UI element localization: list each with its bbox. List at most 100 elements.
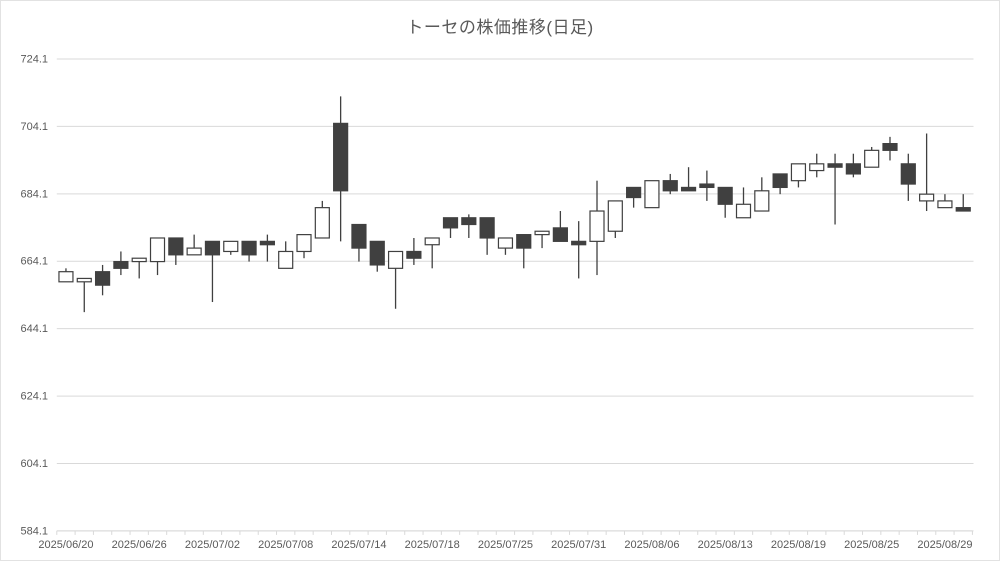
x-tick-label: 2025/08/19 [771, 539, 826, 551]
x-tick-label: 2025/07/14 [331, 539, 386, 551]
candle [479, 217, 495, 255]
candle [351, 223, 367, 262]
candle-body-down [845, 163, 861, 175]
candle [809, 153, 825, 178]
candle [607, 200, 623, 238]
candle [497, 237, 514, 255]
candle [94, 264, 111, 296]
y-tick-label: 704.1 [20, 121, 48, 133]
chart-title: トーセの株価推移(日足) [406, 18, 594, 37]
candle-body-up [76, 277, 92, 283]
candle-body-down [259, 240, 275, 246]
candle-body-down [351, 223, 367, 249]
candle-body-up [937, 200, 953, 209]
x-tick-label: 2025/08/29 [917, 539, 972, 551]
candle [406, 237, 422, 265]
candle-body-down [204, 240, 221, 256]
candle-body-down [479, 217, 495, 239]
candle [76, 277, 92, 313]
candle-body-down [552, 227, 568, 242]
candle-body-up [790, 163, 807, 182]
candle [754, 177, 770, 212]
x-tick-label: 2025/06/20 [38, 539, 93, 551]
candle-body-down [900, 163, 916, 185]
candle-body-up [864, 149, 880, 168]
x-tick-label: 2025/07/31 [551, 539, 606, 551]
candle [717, 186, 733, 218]
candle-body-up [296, 234, 312, 253]
y-tick-label: 724.1 [20, 54, 48, 66]
candle-body-down [571, 240, 587, 246]
candle-body-down [94, 271, 111, 286]
candle [699, 170, 715, 201]
candle [900, 153, 916, 201]
candle-body-down [461, 217, 477, 226]
candle-body-down [680, 186, 697, 192]
candle [552, 211, 568, 242]
candle-body-down [241, 240, 257, 256]
candle [113, 251, 129, 276]
candle [149, 237, 166, 276]
y-tick-label: 684.1 [20, 188, 48, 200]
candle-body-up [186, 247, 202, 256]
candle-body-up [314, 207, 330, 239]
x-axis [56, 530, 973, 535]
candle-body-down [113, 260, 129, 269]
candle-body-down [662, 180, 678, 192]
candle-body-down [772, 173, 788, 189]
candle [278, 241, 294, 269]
candle [58, 268, 74, 283]
x-tick-label: 2025/08/06 [624, 539, 679, 551]
candle [204, 240, 221, 303]
candle-body-up [149, 237, 166, 263]
candle-body-down [626, 186, 642, 199]
candle-body-up [58, 271, 74, 283]
candle [882, 136, 898, 161]
candle [168, 237, 184, 265]
candle-body-up [278, 250, 294, 269]
x-tick-label: 2025/08/25 [844, 539, 899, 551]
candle [296, 234, 312, 259]
x-tick-label: 2025/07/18 [405, 539, 460, 551]
candle [919, 133, 935, 212]
gridlines [56, 58, 974, 532]
candle [864, 146, 880, 168]
x-tick-label: 2025/07/08 [258, 539, 313, 551]
candle [186, 234, 202, 256]
candle [387, 250, 404, 309]
candle-body-up [589, 210, 605, 242]
candle [955, 194, 971, 212]
candle [223, 240, 239, 255]
candle [589, 180, 605, 276]
candle [534, 230, 550, 249]
candle-body-up [424, 237, 440, 246]
candle-body-up [919, 193, 935, 202]
candle-body-up [223, 240, 239, 253]
candle-body-down [882, 143, 898, 151]
candle-body-down [333, 122, 349, 192]
candle [314, 200, 330, 239]
candle [241, 240, 257, 262]
candle-body-down [516, 234, 532, 249]
candle-body-down [699, 183, 715, 189]
candles-series [58, 96, 971, 313]
candle [424, 237, 440, 269]
candle-body-down [827, 163, 843, 168]
candle-body-up [534, 230, 550, 236]
candle [772, 173, 788, 195]
candle-body-down [406, 250, 422, 259]
candle-body-down [955, 207, 971, 212]
x-axis-labels: 2025/06/20 2025/06/26 2025/07/02 2025/07/08… [38, 539, 972, 551]
x-tick-label: 2025/06/26 [112, 539, 167, 551]
candle [442, 217, 459, 238]
candle [790, 163, 807, 188]
candle [845, 153, 861, 178]
candle [571, 221, 587, 279]
candle-body-up [809, 163, 825, 172]
candle-body-up [607, 200, 623, 232]
y-tick-label: 584.1 [20, 525, 48, 537]
candle [735, 187, 752, 219]
candle [369, 240, 385, 272]
x-tick-label: 2025/07/25 [478, 539, 533, 551]
